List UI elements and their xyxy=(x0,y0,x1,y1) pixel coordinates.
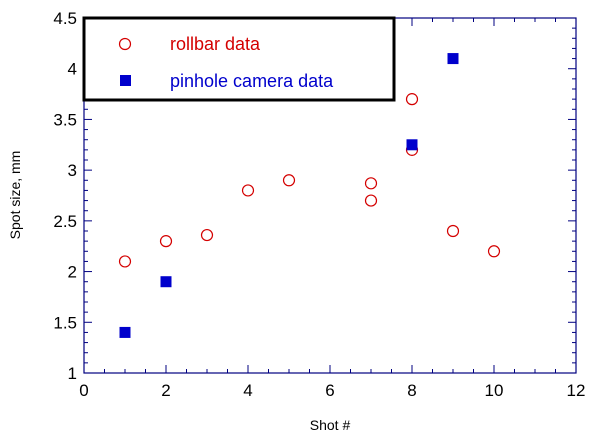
x-tick-label: 6 xyxy=(325,381,334,400)
rollbar-data-point xyxy=(200,228,214,242)
legend-marker-pinhole xyxy=(120,75,131,86)
y-axis-label: Spot size, mm xyxy=(7,151,23,240)
pinhole-data-point xyxy=(119,326,131,338)
data-points xyxy=(118,53,501,338)
rollbar-data-point xyxy=(282,174,296,187)
pinhole-data-point xyxy=(406,139,418,151)
rollbar-data-point xyxy=(159,235,173,248)
x-tick-label: 12 xyxy=(567,381,586,400)
y-tick-label: 1 xyxy=(68,364,77,383)
legend-label-rollbar: rollbar data xyxy=(170,34,261,54)
x-tick-label: 0 xyxy=(79,381,88,400)
pinhole-data-point xyxy=(447,53,459,65)
x-tick-label: 2 xyxy=(161,381,170,400)
rollbar-data-point xyxy=(118,255,132,268)
rollbar-data-point xyxy=(364,194,378,207)
legend-box xyxy=(82,16,396,102)
x-tick-label: 4 xyxy=(243,381,252,400)
x-axis-label: Shot # xyxy=(310,417,351,433)
x-tick-label: 8 xyxy=(407,381,416,400)
rollbar-data-point xyxy=(487,245,501,258)
rollbar-data-point xyxy=(446,224,460,238)
y-tick-label: 4.5 xyxy=(53,9,77,28)
y-axis-tick-labels: 1 1.5 2 2.5 3 3.5 4 4.5 xyxy=(53,9,77,383)
legend-marker-rollbar xyxy=(118,37,132,51)
y-tick-label: 1.5 xyxy=(53,313,77,332)
x-tick-label: 10 xyxy=(485,381,504,400)
legend: rollbar data pinhole camera data xyxy=(82,16,396,102)
rollbar-data-point xyxy=(364,177,378,190)
legend-label-pinhole: pinhole camera data xyxy=(170,71,334,91)
y-tick-label: 4 xyxy=(68,60,77,79)
rollbar-data-point xyxy=(241,184,255,197)
x-axis-tick-labels: 0 2 4 6 8 10 12 xyxy=(79,381,585,400)
y-tick-label: 2 xyxy=(68,263,77,282)
y-tick-label: 2.5 xyxy=(53,212,77,231)
pinhole-data-point xyxy=(160,276,172,288)
rollbar-data-point xyxy=(405,93,419,106)
y-tick-label: 3.5 xyxy=(53,110,77,129)
y-tick-label: 3 xyxy=(68,161,77,180)
